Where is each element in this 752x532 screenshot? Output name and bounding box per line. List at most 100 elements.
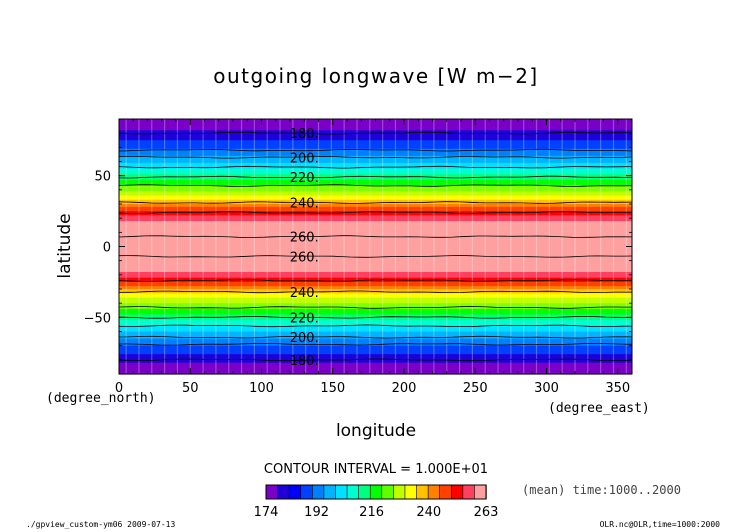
- contour-line-17: [118, 358, 633, 362]
- colorbar-cell-4: [312, 484, 325, 500]
- color-band-28: [119, 320, 632, 327]
- color-band-14: [119, 206, 632, 212]
- colorbar-tick-label-2: 216: [359, 505, 384, 520]
- colorbar-frame: [265, 484, 487, 500]
- colorbar-tick-labels: 174 192 216 240 263: [254, 505, 499, 520]
- x-axis-ticks: 0 50 100 150 200 250 300 350: [115, 119, 630, 396]
- color-band-11: [119, 195, 632, 201]
- colorbar-cell-9: [369, 484, 383, 500]
- contour-label-0: 180.: [290, 127, 319, 142]
- contour-line-3: [118, 165, 633, 169]
- x-tick-label-5: 250: [463, 381, 488, 396]
- contour-label-13: 220.: [290, 311, 319, 326]
- contour-line-6: [118, 201, 633, 204]
- colorbar-cell-14: [427, 484, 441, 500]
- contour-labels: 180. 200. 220. 240. 260. 260. 240. 220. 200. 180.: [290, 127, 319, 369]
- contour-line-1: [118, 148, 633, 152]
- color-band-16: [119, 215, 632, 222]
- contour-label-2: 200.: [290, 151, 319, 166]
- colorbar-cell-6: [335, 484, 348, 500]
- color-band-6: [119, 168, 632, 175]
- footer-right: OLR.nc@OLR,time=1000:2000: [600, 520, 721, 529]
- contour-line-12: [118, 306, 632, 309]
- color-band-25: [119, 303, 632, 310]
- sampling-stripes: [125, 119, 627, 374]
- contour-label-6: 240.: [290, 197, 319, 212]
- contour-line-13: [118, 316, 632, 319]
- contour-lines: [118, 131, 633, 362]
- color-band-9: [119, 185, 632, 192]
- color-band-26: [119, 308, 632, 316]
- colorbar-cell-10: [381, 484, 395, 500]
- contour-label-17: 180.: [290, 354, 319, 369]
- color-band-32: [119, 345, 632, 355]
- y-tick-label-1: 0: [103, 241, 111, 256]
- color-band-34: [119, 362, 632, 375]
- color-band-15: [119, 211, 632, 216]
- colorbar: [265, 484, 487, 500]
- color-band-7: [119, 174, 632, 181]
- y-axis-label: latitude: [55, 213, 75, 278]
- contour-line-4: [118, 175, 633, 179]
- contour-line-2: [118, 155, 633, 159]
- colorbar-cell-18: [474, 484, 487, 500]
- colorbar-cell-16: [450, 484, 464, 500]
- contour-label-9: 260.: [290, 250, 319, 265]
- color-band-4: [119, 155, 632, 164]
- color-band-0: [119, 119, 632, 131]
- colorbar-tick-label-4: 263: [474, 505, 499, 520]
- contour-line-10: [118, 279, 632, 282]
- x-tick-label-0: 0: [115, 381, 123, 396]
- x-tick-label-3: 150: [320, 381, 345, 396]
- footer-left: ./gpview_custom-ym06 2009-07-13: [26, 520, 175, 529]
- colorbar-cell-13: [416, 484, 429, 500]
- chart-title: outgoing longwave [W m−2]: [213, 64, 538, 88]
- contour-label-8: 260.: [290, 231, 319, 246]
- color-band-27: [119, 314, 632, 321]
- x-tick-label-7: 350: [605, 381, 630, 396]
- color-band-18: [119, 272, 632, 279]
- contour-line-11: [118, 290, 632, 294]
- contour-line-8: [118, 235, 633, 238]
- contour-label-4: 220.: [290, 171, 319, 186]
- colorbar-tick-label-0: 174: [254, 505, 279, 520]
- color-band-1: [119, 130, 632, 141]
- colorbar-cell-12: [404, 484, 418, 500]
- color-band-23: [119, 293, 632, 299]
- contour-line-7: [118, 211, 633, 214]
- color-band-17: [119, 221, 632, 273]
- y-tick-label-0: −50: [84, 311, 111, 326]
- color-band-30: [119, 331, 632, 340]
- contour-line-9: [118, 255, 633, 258]
- contour-interval-text: CONTOUR INTERVAL = 1.000E+01: [264, 462, 488, 477]
- contour-label-11: 240.: [290, 286, 319, 301]
- colorbar-tick-label-1: 192: [304, 505, 329, 520]
- colorbar-cell-17: [462, 484, 476, 500]
- contour-line-14: [118, 324, 633, 328]
- color-band-3: [119, 148, 632, 157]
- x-tick-label-1: 50: [182, 381, 199, 396]
- y-axis-ticks: −50 0 50: [84, 132, 632, 361]
- contour-line-15: [118, 335, 633, 339]
- x-unit-label: (degree_east): [548, 401, 650, 416]
- color-band-24: [119, 297, 632, 304]
- x-tick-label-6: 300: [534, 381, 559, 396]
- color-band-13: [119, 204, 632, 208]
- color-band-21: [119, 286, 632, 290]
- contour-line-5: [118, 184, 633, 187]
- y-unit-label: (degree_north): [46, 391, 156, 406]
- colorbar-cell-11: [393, 484, 406, 500]
- colorbar-cell-1: [277, 484, 290, 500]
- info-text: (mean) time:1000..2000: [522, 483, 681, 497]
- x-tick-label-4: 200: [392, 381, 417, 396]
- color-band-2: [119, 140, 632, 150]
- colorbar-cell-3: [300, 484, 314, 500]
- colorbar-cell-5: [323, 484, 337, 500]
- color-band-8: [119, 179, 632, 187]
- x-axis-label: longitude: [336, 421, 416, 441]
- contour-line-16: [118, 342, 633, 346]
- y-tick-label-2: 50: [94, 170, 111, 185]
- colorbar-cell-7: [346, 484, 360, 500]
- colorbar-cell-8: [358, 484, 371, 500]
